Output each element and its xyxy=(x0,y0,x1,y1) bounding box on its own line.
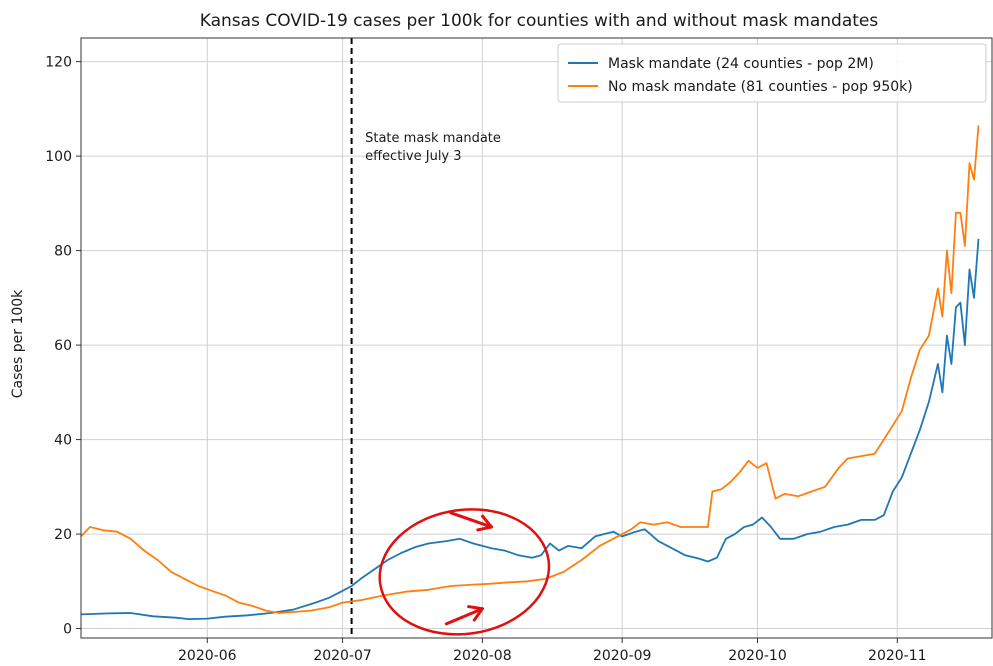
y-tick-label: 40 xyxy=(54,433,72,449)
ticks: 2020-06 2020-07 2020-08 2020-09 2020-10 2020-… xyxy=(45,55,926,664)
x-tick-label: 2020-09 xyxy=(593,648,652,664)
grid xyxy=(81,38,992,638)
x-tick-label: 2020-11 xyxy=(868,648,927,664)
series-line-mask-mandate xyxy=(80,238,980,620)
plot-frame xyxy=(80,37,993,639)
y-tick-label: 100 xyxy=(45,149,72,165)
arrow-head xyxy=(476,514,493,532)
annotation-line: effective July 3 xyxy=(365,149,461,164)
y-tick-label: 80 xyxy=(54,244,72,260)
arrow-shaft xyxy=(449,511,493,529)
x-tick-label: 2020-06 xyxy=(178,648,237,664)
arrow-head xyxy=(467,605,484,622)
red-arrow-upper xyxy=(449,511,493,532)
y-tick-label: 60 xyxy=(54,338,72,354)
highlight-circle xyxy=(378,508,551,636)
y-tick-label: 120 xyxy=(45,55,72,71)
markup-layer xyxy=(378,508,551,636)
y-axis-label: Cases per 100k xyxy=(10,289,26,398)
legend-label: Mask mandate (24 counties - pop 2M) xyxy=(608,56,874,72)
annotation-line: State mask mandate xyxy=(365,131,501,146)
y-tick-label: 20 xyxy=(54,527,72,543)
x-tick-label: 2020-10 xyxy=(728,648,787,664)
arrow-shaft xyxy=(444,607,484,626)
x-tick-label: 2020-07 xyxy=(313,648,372,664)
series-line-no-mask-mandate xyxy=(80,125,980,614)
series-layer xyxy=(80,125,980,620)
red-arrow-lower xyxy=(444,605,484,626)
y-tick-label: 0 xyxy=(63,622,72,638)
x-tick-label: 2020-08 xyxy=(453,648,512,664)
legend: Mask mandate (24 counties - pop 2M) No ma… xyxy=(557,43,987,103)
legend-box xyxy=(557,43,987,103)
chart-title: Kansas COVID-19 cases per 100k for count… xyxy=(200,11,879,31)
legend-label: No mask mandate (81 counties - pop 950k) xyxy=(608,79,913,95)
annotation: State mask mandate effective July 3 xyxy=(365,131,501,164)
